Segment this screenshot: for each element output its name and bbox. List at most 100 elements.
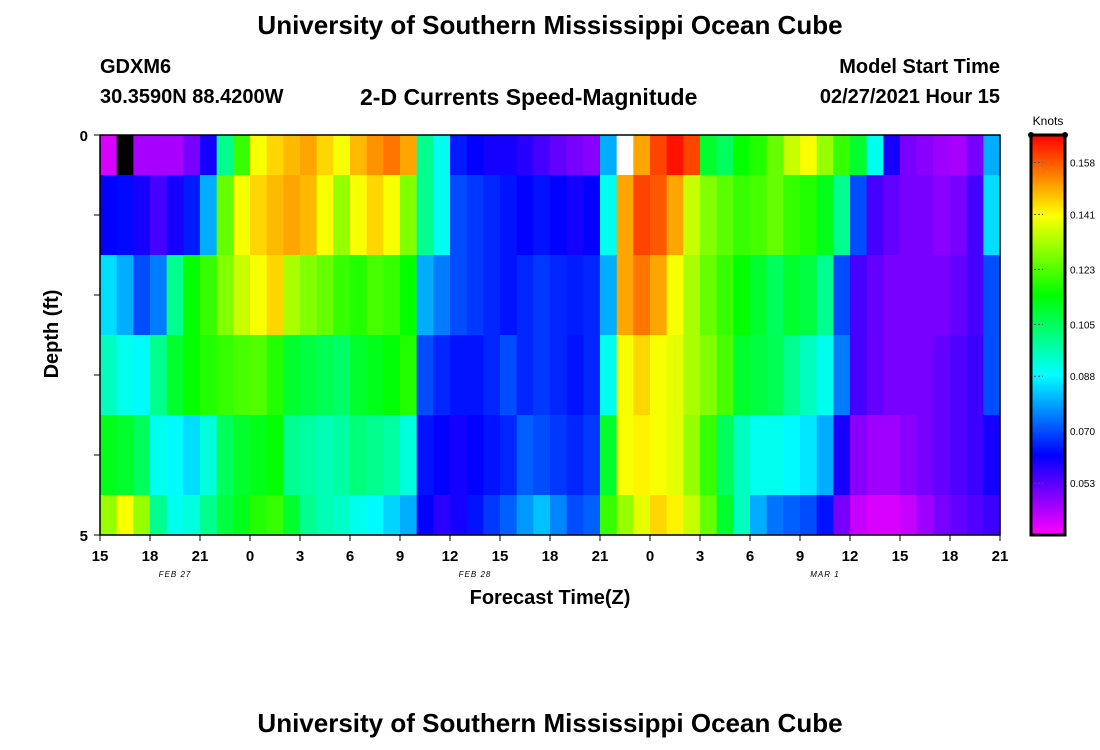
heatmap-cell [783, 135, 801, 176]
heatmap-cell [850, 415, 868, 496]
x-tick-label: 12 [442, 548, 459, 565]
heatmap-cell [283, 255, 301, 336]
heatmap-cell [683, 135, 701, 176]
heatmap-cell [300, 175, 318, 256]
heatmap-cell [750, 135, 768, 176]
station-id: GDXM6 [100, 56, 172, 78]
x-tick-label: 15 [92, 548, 109, 565]
heatmap-cell [450, 175, 468, 256]
heatmap-cell [483, 175, 501, 256]
heatmap-cell [600, 495, 618, 536]
colorbar-tick-label: 0.070 [1070, 427, 1095, 438]
x-tick-label: 21 [992, 548, 1009, 565]
heatmap-cell [716, 495, 734, 536]
heatmap-cell [483, 335, 501, 416]
heatmap-cell [683, 255, 701, 336]
heatmap-cell [516, 255, 534, 336]
heatmap-cell [683, 175, 701, 256]
heatmap-cell [483, 495, 501, 536]
heatmap-cell [250, 255, 268, 336]
heatmap-cell [850, 335, 868, 416]
heatmap-cell [150, 175, 168, 256]
heatmap-cell [200, 415, 218, 496]
heatmap-cell [516, 335, 534, 416]
heatmap-cell [450, 135, 468, 176]
heatmap-cell [883, 175, 901, 256]
heatmap-cell [383, 335, 401, 416]
heatmap-cell [183, 175, 201, 256]
x-tick-label: 9 [796, 548, 804, 565]
heatmap-cell [933, 175, 951, 256]
heatmap-cell [766, 175, 784, 256]
heatmap-cell [433, 415, 451, 496]
heatmap-cell [883, 135, 901, 176]
heatmap-cell [750, 255, 768, 336]
heatmap-cell [416, 335, 434, 416]
heatmap-cell [316, 495, 334, 536]
heatmap-cell [816, 135, 834, 176]
heatmap-cell [533, 415, 551, 496]
heatmap-cell [800, 415, 818, 496]
heatmap-cell [783, 415, 801, 496]
heatmap-cell [816, 335, 834, 416]
heatmap-cell [950, 415, 968, 496]
heatmap-cell [533, 175, 551, 256]
heatmap-cell [816, 175, 834, 256]
page-title: University of Southern Mississippi Ocean… [257, 10, 843, 40]
heatmap-cell [850, 135, 868, 176]
heatmap-cell [933, 255, 951, 336]
heatmap-cell [283, 415, 301, 496]
heatmap-cell [616, 255, 634, 336]
heatmap-cell [283, 495, 301, 536]
heatmap-cell [466, 255, 484, 336]
heatmap-cell [783, 335, 801, 416]
heatmap-cell [300, 135, 318, 176]
heatmap-cell [883, 335, 901, 416]
heatmap-cell [100, 335, 118, 416]
heatmap-cell [433, 335, 451, 416]
heatmap-cell [316, 415, 334, 496]
heatmap-cell [583, 255, 601, 336]
heatmap-cell [633, 495, 651, 536]
heatmap-cell [100, 255, 118, 336]
heatmap-cell [583, 175, 601, 256]
heatmap-cell [583, 135, 601, 176]
heatmap-cell [100, 495, 118, 536]
heatmap-cell [583, 335, 601, 416]
heatmap-cell [116, 175, 134, 256]
heatmap-cell [900, 495, 918, 536]
heatmap-cell [633, 135, 651, 176]
heatmap-cell [766, 415, 784, 496]
model-start-label: Model Start Time [839, 56, 1000, 78]
heatmap-cell [600, 415, 618, 496]
heatmap-cell [533, 495, 551, 536]
heatmap-cell [366, 255, 384, 336]
date-label: FEB 27 [159, 570, 192, 579]
heatmap-cell [416, 135, 434, 176]
heatmap-cell [183, 135, 201, 176]
heatmap-cell [133, 175, 151, 256]
heatmap-cell [300, 335, 318, 416]
heatmap-cell [433, 495, 451, 536]
heatmap-cell [800, 495, 818, 536]
heatmap-cell [133, 135, 151, 176]
colorbar [1029, 133, 1067, 537]
heatmap-cell [566, 495, 584, 536]
heatmap-cell [983, 335, 1001, 416]
heatmap-cell [666, 255, 684, 336]
heatmap-cell [350, 175, 368, 256]
heatmap-cell [866, 255, 884, 336]
heatmap-cell [900, 175, 918, 256]
x-tick-label: 21 [592, 548, 609, 565]
heatmap-cell [400, 415, 418, 496]
heatmap-cell [866, 335, 884, 416]
heatmap-cell [733, 135, 751, 176]
heatmap-cell [333, 335, 351, 416]
heatmap-cell [350, 255, 368, 336]
heatmap-cell [700, 255, 718, 336]
heatmap-cell [583, 415, 601, 496]
heatmap-cell [333, 255, 351, 336]
heatmap-cell [350, 135, 368, 176]
heatmap-cell [133, 495, 151, 536]
heatmap-cell [533, 135, 551, 176]
